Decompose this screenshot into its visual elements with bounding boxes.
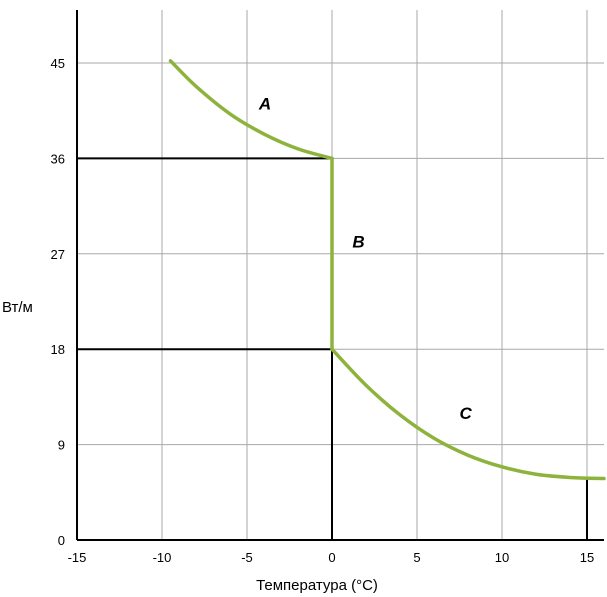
tick-labels: -15 -10 -5 0 5 10 15 0 9 18 27 36 45 (51, 56, 595, 565)
segment-label-b: B (352, 232, 364, 251)
y-tick-label: 27 (51, 247, 65, 262)
reference-lines (77, 157, 604, 540)
series-curves (168, 59, 606, 481)
x-tick-label: -15 (68, 550, 87, 565)
y-tick-label: 45 (51, 56, 65, 71)
x-axis-label: Температура (°C) (256, 577, 378, 594)
series-line-a (168, 59, 334, 161)
x-tick-label: 0 (328, 550, 335, 565)
grid (77, 10, 604, 540)
segment-labels: A B C (258, 95, 473, 424)
x-tick-label: -5 (241, 550, 253, 565)
x-tick-label: -10 (153, 550, 172, 565)
x-tick-label: 10 (495, 550, 509, 565)
axes (76, 10, 604, 541)
y-tick-label: 36 (51, 151, 65, 166)
y-tick-label: 18 (51, 342, 65, 357)
y-axis-label: Вт/м (2, 299, 33, 316)
x-tick-label: 5 (413, 550, 420, 565)
segment-label-a: A (258, 95, 271, 114)
y-tick-label: 9 (58, 438, 65, 453)
segment-label-c: C (460, 404, 473, 423)
series-line-c (330, 347, 606, 481)
x-tick-label: 15 (580, 550, 594, 565)
y-tick-label: 0 (58, 533, 65, 548)
